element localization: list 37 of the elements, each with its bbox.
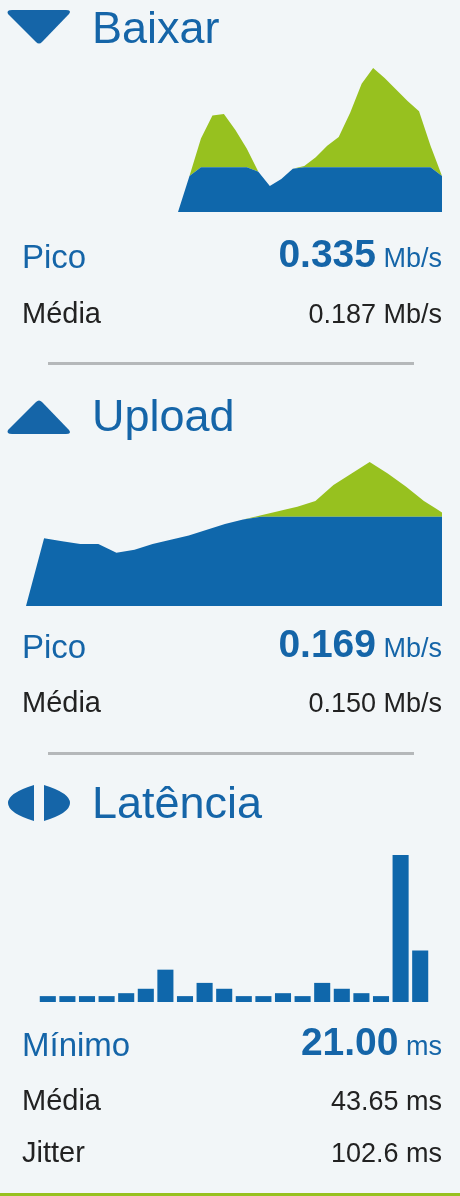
- text: Mínimo: [22, 1026, 131, 1064]
- bar: [118, 993, 135, 1002]
- bar: [137, 988, 154, 1002]
- text: Média: [22, 686, 101, 719]
- bar: [39, 996, 56, 1002]
- text: 0.150 Mb/s: [308, 688, 442, 719]
- bar: [59, 996, 76, 1002]
- chart-title: Upload: [92, 389, 235, 443]
- text: 21.00 ms: [300, 1020, 442, 1064]
- bar: [372, 996, 390, 1002]
- chart-title: Baixar: [92, 1, 220, 55]
- bar: [333, 988, 350, 1002]
- text: Média: [22, 1084, 101, 1117]
- bar: [176, 996, 194, 1002]
- bar: [196, 982, 213, 1002]
- bar: [157, 969, 174, 1002]
- bar: [412, 950, 429, 1002]
- bar: [255, 996, 272, 1002]
- bar: [235, 996, 252, 1002]
- text: Média: [22, 297, 101, 330]
- bar: [314, 982, 331, 1002]
- bar: [274, 993, 292, 1002]
- text: 43.65 ms: [330, 1086, 442, 1117]
- bar: [392, 855, 409, 1002]
- text: Pico: [22, 238, 87, 276]
- text: 0.335 Mb/s: [278, 232, 442, 276]
- text: Jitter: [22, 1136, 85, 1169]
- text: 102.6 ms: [330, 1138, 442, 1169]
- bar: [294, 996, 311, 1002]
- bar: [216, 988, 233, 1002]
- chart-title: Latência: [92, 776, 263, 830]
- bar: [353, 993, 370, 1002]
- text: 0.187 Mb/s: [308, 299, 442, 330]
- bar: [98, 996, 115, 1002]
- text: 0.169 Mb/s: [278, 622, 442, 666]
- bar: [78, 996, 96, 1002]
- text: Pico: [22, 628, 87, 666]
